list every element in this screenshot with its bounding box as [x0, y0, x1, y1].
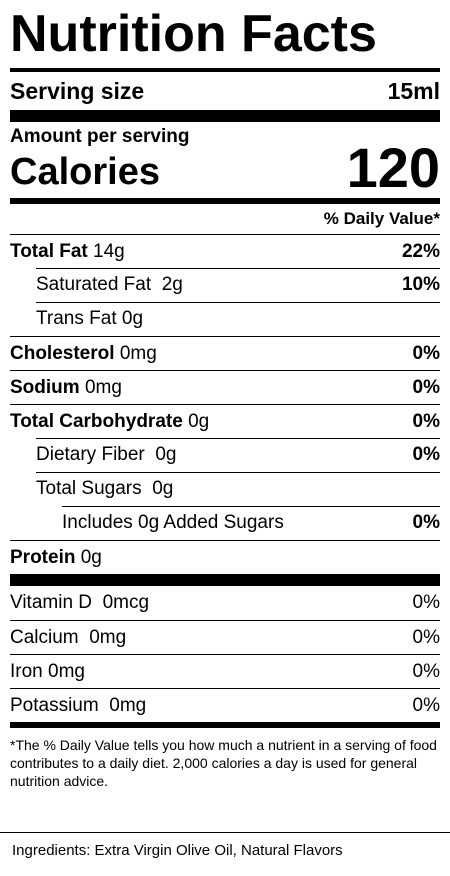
nutrient-row-sodium: Sodium 0mg 0%	[10, 370, 440, 404]
nutrient-row-added-sugars: Includes 0g Added Sugars 0%	[10, 506, 440, 540]
vitamin-dv: 0%	[412, 626, 440, 648]
amount-per-serving: Amount per serving	[10, 126, 190, 147]
nutrient-row-trans-fat: Trans Fat 0g	[10, 302, 440, 336]
nutrient-row-total-carbohydrate: Total Carbohydrate 0g 0%	[10, 404, 440, 438]
nutrient-row-total-sugars: Total Sugars 0g	[10, 472, 440, 506]
vitamin-amount: 0mg	[109, 694, 147, 716]
nutrient-amount: 0g	[155, 444, 177, 465]
nutrient-name: Trans Fat	[36, 308, 117, 329]
daily-value-footnote: *The % Daily Value tells you how much a …	[10, 737, 437, 789]
nutrient-dv: 0%	[412, 444, 440, 465]
nutrient-dv: 0%	[412, 410, 440, 432]
nutrient-amount: 0g	[80, 546, 102, 568]
divider	[10, 68, 440, 72]
vitamin-row-iron: Iron 0mg 0%	[10, 654, 440, 688]
calories-value: 120	[346, 136, 440, 199]
vitamin-row-vitamin-d: Vitamin D 0mcg 0%	[10, 586, 440, 620]
vitamin-dv: 0%	[412, 694, 440, 716]
label-title: Nutrition Facts	[10, 5, 377, 63]
nutrient-dv: 0%	[412, 376, 440, 398]
serving-size-label: Serving size	[10, 77, 145, 104]
nutrient-row-saturated-fat: Saturated Fat 2g 10%	[10, 268, 440, 302]
nutrient-amount: 0mg	[84, 376, 122, 398]
vitamin-amount: 0mg	[89, 626, 127, 648]
vitamin-row-calcium: Calcium 0mg 0%	[10, 620, 440, 654]
nutrient-amount: 0g	[188, 410, 210, 432]
medium-divider	[10, 722, 440, 728]
nutrient-name: Total Fat	[10, 240, 88, 262]
nutrient-amount: 0mg	[119, 342, 157, 364]
vitamin-dv: 0%	[412, 592, 440, 613]
nutrient-dv: 22%	[401, 240, 440, 262]
vitamin-amount: 0mcg	[102, 592, 150, 613]
medium-divider	[10, 198, 440, 204]
nutrient-dv: 0%	[412, 342, 440, 364]
nutrient-amount: 0g	[152, 478, 174, 499]
vitamin-dv: 0%	[412, 660, 440, 682]
nutrient-name: Saturated Fat	[36, 274, 152, 295]
nutrient-amount: 2g	[161, 274, 183, 295]
nutrient-amount: 14g	[93, 240, 125, 262]
vitamin-name: Iron	[10, 660, 43, 682]
nutrient-name: Total Sugars	[36, 478, 142, 499]
nutrient-name: Sodium	[10, 376, 80, 398]
vitamin-name: Calcium	[10, 626, 79, 648]
nutrient-dv: 10%	[401, 274, 440, 295]
nutrient-row-cholesterol: Cholesterol 0mg 0%	[10, 336, 440, 370]
serving-size-row: Serving size 15ml	[10, 72, 440, 110]
thick-divider	[10, 574, 440, 586]
nutrient-name: Includes 0g Added Sugars	[62, 512, 284, 533]
nutrient-amount: 0g	[121, 308, 144, 329]
calories-row: Calories 120	[10, 140, 440, 196]
serving-size-value: 15ml	[387, 77, 440, 104]
thick-divider	[10, 110, 440, 122]
nutrient-dv: 0%	[412, 512, 440, 533]
nutrient-name: Total Carbohydrate	[10, 410, 183, 432]
vitamin-name: Potassium	[10, 694, 99, 716]
nutrient-name: Dietary Fiber	[36, 444, 145, 465]
nutrient-name: Protein	[10, 546, 76, 568]
daily-value-header: % Daily Value*	[323, 209, 440, 228]
vitamin-row-potassium: Potassium 0mg 0%	[10, 688, 440, 722]
nutrient-row-protein: Protein 0g	[10, 540, 440, 574]
nutrient-row-dietary-fiber: Dietary Fiber 0g 0%	[10, 438, 440, 472]
calories-label: Calories	[10, 151, 160, 193]
vitamin-amount: 0mg	[48, 660, 85, 682]
nutrient-row-total-fat: Total Fat 14g 22%	[10, 234, 440, 268]
ingredients-line: Ingredients: Extra Virgin Olive Oil, Nat…	[0, 832, 450, 876]
vitamin-name: Vitamin D	[10, 592, 93, 613]
nutrient-name: Cholesterol	[10, 342, 115, 364]
